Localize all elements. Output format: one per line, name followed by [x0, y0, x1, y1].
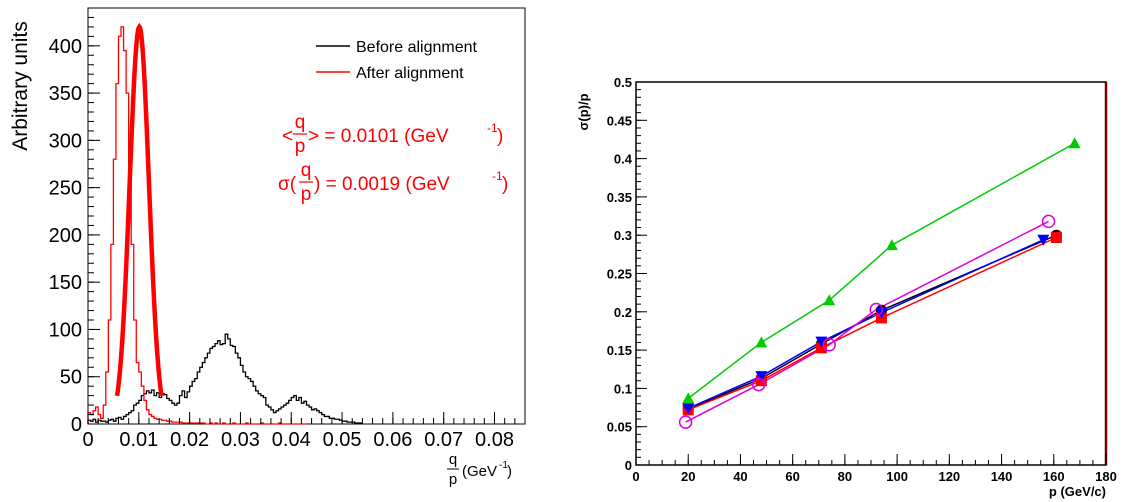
sigma-frac-num: q — [301, 160, 312, 181]
data-point — [1068, 137, 1081, 149]
data-point — [823, 294, 836, 306]
y-tick-label: 0.1 — [614, 381, 632, 396]
data-point — [885, 239, 898, 251]
x-tick-label: 120 — [938, 469, 960, 484]
y-tick-label: 50 — [60, 367, 82, 389]
data-point — [1050, 231, 1062, 243]
x-tick-label: 140 — [991, 469, 1013, 484]
mean-unit-close: ) — [497, 126, 503, 147]
y-tick-label: 0.25 — [607, 267, 632, 282]
x-tick-label: 0.07 — [424, 429, 463, 451]
series-line-4 — [685, 220, 1049, 423]
data-point — [755, 371, 768, 383]
x-tick-label: 0.01 — [119, 429, 158, 451]
gaussian-fit-curve — [114, 22, 164, 397]
series-line-0 — [687, 142, 1076, 399]
mean-frac-den: p — [295, 136, 306, 157]
x-tick-label: 100 — [886, 469, 908, 484]
data-point — [815, 342, 827, 354]
data-point — [678, 415, 693, 429]
y-tick-label: 350 — [49, 83, 82, 105]
x-tick-label: 0.02 — [170, 429, 209, 451]
y-tick-label: 200 — [49, 225, 82, 247]
x-tick-label: 0.03 — [221, 429, 260, 451]
x-tick-label: 180 — [1095, 469, 1117, 484]
mean-value-text: > = 0.0101 (GeV — [308, 126, 449, 147]
y-tick-label: 0.4 — [614, 152, 633, 167]
y-tick-label: 400 — [49, 36, 82, 58]
y-tick-label: 0.45 — [607, 113, 632, 128]
left-y-axis-title: Arbitrary units — [9, 21, 32, 151]
mean-frac-num: q — [295, 112, 306, 133]
x-title-unit: (GeV — [462, 463, 497, 480]
mean-open-bracket: < — [282, 126, 293, 147]
x-title-frac-den: p — [449, 471, 457, 488]
x-tick-label: 0 — [632, 469, 639, 484]
x-tick-label: 20 — [681, 469, 695, 484]
x-tick-label: 0.04 — [272, 429, 311, 451]
data-point — [869, 302, 883, 317]
x-tick-label: 60 — [785, 469, 799, 484]
y-tick-label: 150 — [49, 272, 82, 294]
data-point — [751, 377, 766, 392]
data-point — [822, 337, 836, 352]
x-title-frac-num: q — [449, 451, 457, 468]
y-tick-label: 0.15 — [607, 343, 632, 358]
data-point — [682, 392, 695, 404]
x-tick-label: 160 — [1043, 469, 1065, 484]
y-tick-label: 0.5 — [614, 75, 632, 90]
data-point — [1041, 214, 1056, 229]
x-tick-label: 40 — [733, 469, 747, 484]
left-histogram-chart: 0 0.01 0.02 0.03 0.04 0.05 0.06 0.07 0.08 0 50 100 1… — [9, 7, 526, 488]
y-tick-label: 300 — [49, 130, 82, 152]
right-y-axis-title: σ(p)/p — [576, 93, 591, 130]
x-tick-label: 80 — [838, 469, 852, 484]
legend-label: Before alignment — [356, 39, 478, 56]
sigma-unit-close: ) — [502, 174, 508, 195]
right-plot-frame — [635, 81, 1107, 466]
data-point — [1037, 234, 1050, 246]
sigma-unit-exp: -1 — [492, 169, 503, 183]
sigma-prefix: σ( — [278, 174, 297, 195]
y-tick-label: 250 — [49, 178, 82, 200]
series-line-3 — [687, 239, 1044, 410]
data-point — [755, 336, 768, 348]
y-tick-label: 100 — [49, 319, 82, 341]
histogram-before — [87, 333, 363, 424]
x-title-unit-exp: -1 — [499, 460, 508, 471]
data-point — [682, 403, 695, 415]
sigma-value-text: ) = 0.0019 (GeV — [314, 174, 450, 195]
y-tick-label: 0 — [71, 414, 82, 436]
y-tick-label: 0.05 — [607, 420, 632, 435]
y-tick-label: 0.3 — [614, 228, 632, 243]
legend-label: After alignment — [356, 65, 464, 82]
x-tick-label: 0.08 — [475, 429, 514, 451]
data-point — [815, 336, 828, 348]
right-resolution-chart: 0 20 40 60 80 100 120 140 160 180 0 0.05 0.1 0.15 0.2 0… — [576, 75, 1117, 499]
y-tick-label: 0.35 — [607, 190, 632, 205]
sigma-frac-den: p — [301, 184, 312, 205]
right-x-axis-title: p (GeV/c) — [1049, 484, 1106, 499]
y-tick-label: 0 — [625, 458, 632, 473]
x-tick-label: 0.06 — [373, 429, 412, 451]
x-title-unit-close: ) — [507, 463, 512, 480]
mean-unit-exp: -1 — [487, 121, 498, 135]
x-tick-label: 0 — [82, 429, 93, 451]
x-tick-label: 0.05 — [323, 429, 362, 451]
y-tick-label: 0.2 — [614, 305, 632, 320]
